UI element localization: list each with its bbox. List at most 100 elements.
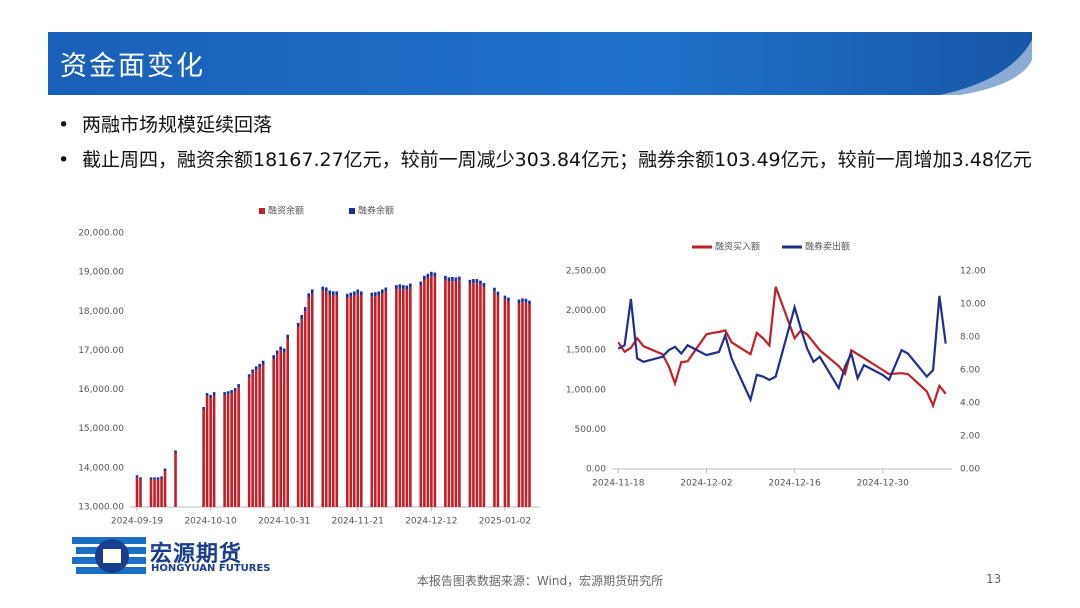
bar-segment [286,334,289,339]
bullet: • 两融市场规模延续回落 [58,112,1018,139]
bar-segment [377,291,381,296]
bar-segment [430,271,433,277]
bar-segment [433,276,437,507]
x-tick-label: 2024-10-10 [184,517,237,527]
bar-segment [507,301,510,507]
bar-segment [395,285,398,290]
bullet-text: 截止周四，融资余额18167.27亿元，较前一周减少303.84亿元；融券余额1… [82,149,1032,171]
bar-segment [426,273,430,279]
legend-label: 融资买入额 [715,241,760,253]
bar-segment [468,283,472,507]
bar-segment [230,393,233,507]
bar-segment [307,297,311,507]
bar-segment [402,285,405,290]
bar-segment [419,285,423,507]
y-tick-label: 18,000.00 [78,307,124,317]
bar-segment [226,394,230,507]
bar-segment [324,287,328,292]
bar-segment [163,468,167,471]
bar-segment [324,291,328,507]
bar-segment [405,289,409,507]
bar-segment [261,364,265,507]
bar-segment [251,369,254,374]
bar-segment [279,346,282,351]
bar-segment [405,285,409,290]
bar-segment [496,291,500,296]
line-series [617,286,947,409]
bar-segment [230,390,233,394]
bar-segment [409,283,412,288]
y2-tick-label: 0.00 [960,465,980,475]
bar-segment [279,350,282,507]
bar-segment [331,295,335,507]
bar-segment [275,354,279,507]
y-tick-label: 1,500.00 [566,346,606,356]
bar-segment [423,275,426,280]
bar-segment [503,299,507,507]
x-tick-label: 2024-12-02 [680,479,732,489]
bar-segment [307,293,311,298]
bar-segment [328,294,332,507]
bar-segment [209,394,212,399]
x-tick-label: 2024-12-30 [857,479,910,489]
bar-segment [272,359,275,507]
bar-segment [423,279,426,507]
bar-segment [482,282,486,288]
y2-tick-label: 4.00 [960,399,980,409]
bar-segment [160,478,163,507]
y2-tick-label: 12.00 [960,267,986,277]
bar-segment [356,289,360,294]
page-number: 13 [986,572,1002,586]
y2-tick-label: 10.00 [960,300,986,310]
legend-label: 融券余额 [358,205,394,217]
bar-segment [139,477,142,480]
bar-segment [174,452,177,507]
bar-segment [349,296,353,507]
bar-segment [395,289,398,507]
bullet: • 截止周四，融资余额18167.27亿元，较前一周减少303.84亿元；融券余额… [58,147,1048,174]
bar-segment [205,393,209,397]
bar-segment [373,296,377,507]
bar-segment [310,289,314,294]
bar-segment [223,395,226,507]
bar-segment [370,296,374,507]
bar-segment [331,291,335,296]
bar-segment [475,279,479,284]
bar-segment [482,287,486,507]
bar-segment [479,280,482,285]
y-tick-label: 14,000.00 [78,463,124,473]
bar-segment [226,391,230,395]
bar-segment [359,295,363,507]
bar-segment [212,392,216,396]
bar-segment [451,276,454,282]
bar-segment [419,281,423,286]
bar-segment [377,295,381,507]
bar-segment [233,391,237,507]
bar-segment [493,291,496,507]
bar-segment [356,293,360,507]
bar-segment [258,367,261,507]
bar-segment [139,479,142,507]
bar-segment [409,287,412,507]
bar-segment [503,295,507,300]
y-tick-label: 2,500.00 [566,267,606,277]
bar-segment [433,272,437,277]
bar-segment [458,280,461,507]
line-series [617,295,947,403]
bar-segment [223,392,226,396]
bar-segment [335,295,339,507]
bar-segment [282,348,286,353]
bar-segment [370,292,374,297]
bar-segment [381,293,384,507]
y2-tick-label: 6.00 [960,366,980,376]
y-tick-label: 13,000.00 [78,503,124,513]
bar-segment [212,395,216,507]
y2-tick-label: 8.00 [960,333,980,343]
bar-segment [402,289,405,507]
bar-segment [247,377,251,507]
bar-segment [153,479,156,507]
bar-segment [247,374,251,378]
bar-segment [521,298,524,303]
